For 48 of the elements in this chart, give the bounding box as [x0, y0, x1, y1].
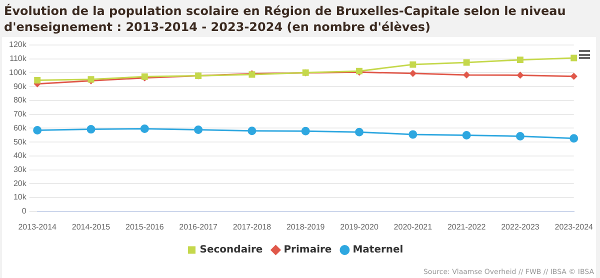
x-tick-label: 2022-2023: [501, 222, 540, 232]
point: [570, 134, 578, 143]
y-tick-label: 60k: [13, 123, 28, 132]
point: [33, 126, 42, 135]
x-tick-label: 2017-2018: [232, 222, 272, 232]
x-tick-label: 2021-2022: [447, 222, 486, 232]
x-tick-label: 2015-2016: [126, 222, 164, 232]
x-tick-label: 2016-2017: [179, 222, 218, 232]
point: [463, 59, 470, 66]
y-tick-label: 70k: [13, 110, 28, 119]
point: [86, 125, 96, 134]
y-tick-label: 100k: [8, 68, 28, 77]
y-tick-label: 80k: [13, 96, 28, 105]
y-tick-label: 10k: [13, 192, 28, 202]
legend-label: Maternel: [352, 244, 404, 256]
point: [516, 72, 524, 78]
point: [248, 126, 256, 136]
point: [408, 130, 418, 139]
point: [462, 131, 471, 140]
x-tick-label: 2023-2024: [554, 222, 594, 232]
y-tick-label: 30k: [13, 165, 28, 174]
y-tick-label: 110k: [10, 54, 28, 64]
x-tick-label: 2020-2021: [394, 222, 433, 232]
point: [410, 70, 416, 77]
y-tick-label: 40k: [13, 151, 28, 160]
point: [34, 76, 41, 84]
y-tick-label: 50k: [13, 137, 28, 146]
legend-label: Secondaire: [200, 244, 263, 256]
point: [194, 125, 203, 134]
y-tick-label: 120k: [8, 40, 28, 50]
point: [516, 132, 524, 140]
x-tick-label: 2019-2020: [340, 222, 379, 232]
point: [570, 54, 578, 62]
point: [355, 128, 364, 136]
chart-title: Évolution de la population scolaire en Région de Bruxelles-Capitale selon le niveau d'enseignement : 2013-2014 - 2023-2024 (en nombre d'élèves): [4, 3, 567, 35]
legend-label: Primaire: [284, 244, 332, 256]
y-tick-label: 90k: [13, 82, 28, 91]
point: [301, 126, 310, 136]
x-tick-label: 2013-2014: [18, 222, 58, 232]
point: [463, 72, 470, 78]
x-tick-label: 2018-2019: [286, 222, 326, 232]
y-tick-label: 20k: [13, 178, 28, 188]
point: [516, 56, 524, 64]
point: [410, 61, 416, 68]
y-tick-label: 0: [22, 206, 27, 216]
point: [570, 73, 578, 80]
x-tick-label: 2014-2015: [72, 222, 111, 232]
point: [140, 124, 149, 134]
